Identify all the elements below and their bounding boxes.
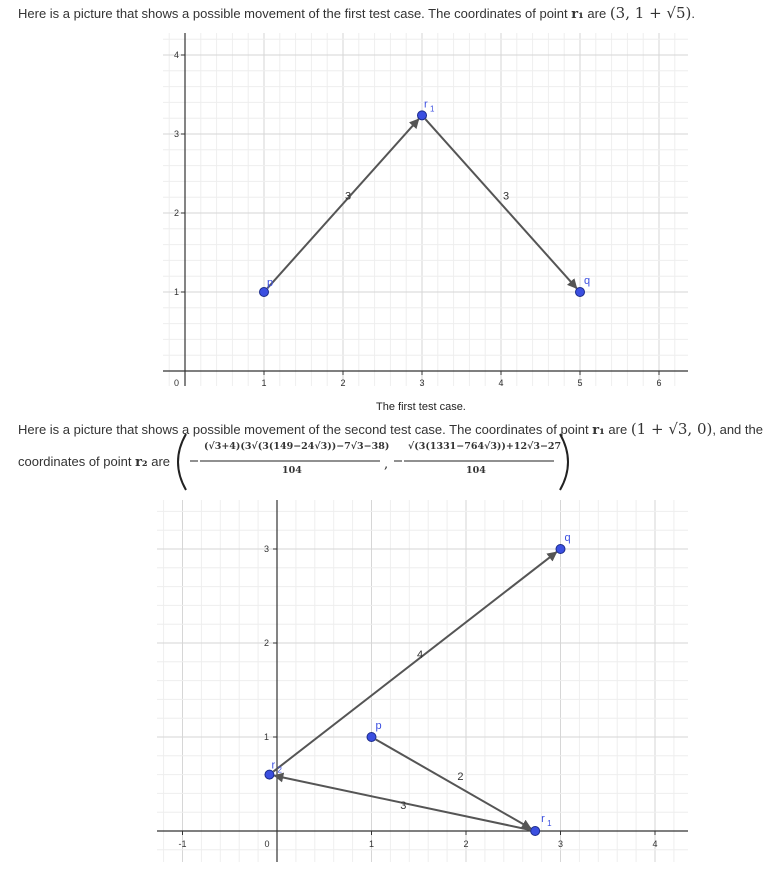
point-label-r1-subscript: 1 [430, 104, 435, 113]
y-tick-label: 3 [174, 129, 179, 139]
point-q [555, 544, 566, 554]
x-tick-label: 1 [261, 378, 266, 388]
x-tick-label: 4 [498, 378, 503, 388]
y-tick-label: 4 [174, 50, 179, 60]
point-label-r1: r [424, 98, 428, 110]
y-tick-label: 3 [264, 544, 269, 554]
para2-line1-text: Here is a picture that shows a possible … [18, 422, 593, 437]
movement-segment [273, 772, 531, 831]
intro-paragraph-2-line2: coordinates of point r₂ are [18, 454, 170, 470]
x-tick-label: 4 [652, 839, 657, 849]
segment-length-label: 2 [457, 771, 463, 783]
para1-var: r₁ [571, 7, 584, 22]
para1-mid: are [583, 6, 610, 21]
y-tick-label: 1 [264, 732, 269, 742]
point-label-p: p [267, 277, 273, 289]
y-tick-label: 1 [174, 287, 179, 297]
movement-segment [424, 118, 578, 290]
segment-length-label: 3 [400, 800, 406, 812]
point-label-r2-subscript: 2 [277, 766, 282, 775]
segment-length-label: 3 [503, 191, 509, 203]
point-label-q: q [565, 532, 571, 544]
x-tick-label: 3 [419, 378, 424, 388]
segment-length-label: 4 [417, 649, 423, 661]
point-p [366, 732, 377, 742]
point-label-q: q [584, 275, 590, 287]
figure-1-caption: The first test case. [376, 401, 466, 413]
segment-length-label: 3 [345, 191, 351, 203]
point-q [575, 287, 585, 297]
point-p [259, 287, 269, 297]
point-r1 [417, 110, 427, 121]
y-tick-label: 2 [264, 638, 269, 648]
para1-text: Here is a picture that shows a possible … [18, 6, 572, 21]
x-tick-label: 6 [656, 378, 661, 388]
para2-line2-mid: are [147, 454, 171, 469]
movement-segment [266, 118, 420, 289]
point-r1 [530, 826, 541, 836]
movement-segment [375, 738, 532, 830]
point-r2 [264, 769, 275, 780]
fraction-1-numerator: (√3+4)(3√(3(149−24√3))−7√3−38) [204, 441, 390, 452]
point-label-p: p [376, 720, 382, 732]
para2-line1-mid: are [604, 422, 631, 437]
movement-segment [272, 551, 558, 773]
para2-line1-end: , and the [712, 422, 763, 437]
intro-paragraph-2: Here is a picture that shows a possible … [18, 420, 763, 438]
para2-line1-coords: (1 + √3, 0) [630, 420, 713, 438]
fraction-2-numerator: √(3(1331−764√3))+12√3−27 [408, 441, 562, 452]
para2-line2-var: r₂ [135, 455, 148, 470]
x-tick-label: 3 [558, 839, 563, 849]
para1-end: . [691, 6, 695, 21]
fraction-2-denominator: 104 [466, 465, 486, 476]
point-label-r2: r [271, 760, 275, 772]
x-tick-label: 1 [369, 839, 374, 849]
x-tick-label: 5 [577, 378, 582, 388]
x-tick-label: 0 [264, 839, 269, 849]
para2-line2-text: coordinates of point [18, 454, 136, 469]
x-tick-label: 2 [340, 378, 345, 388]
intro-paragraph-1: Here is a picture that shows a possible … [18, 4, 695, 22]
point-label-r1-subscript: 1 [547, 819, 552, 828]
para1-coords: (3, 1 + √5) [609, 4, 692, 22]
para2-line1-var: r₁ [592, 423, 605, 438]
x-tick-label: -1 [178, 839, 186, 849]
origin-label: 0 [174, 378, 179, 388]
y-tick-label: 2 [174, 208, 179, 218]
x-tick-label: 2 [463, 839, 468, 849]
fraction-1-denominator: 104 [282, 465, 302, 476]
point-label-r1: r [541, 813, 545, 825]
